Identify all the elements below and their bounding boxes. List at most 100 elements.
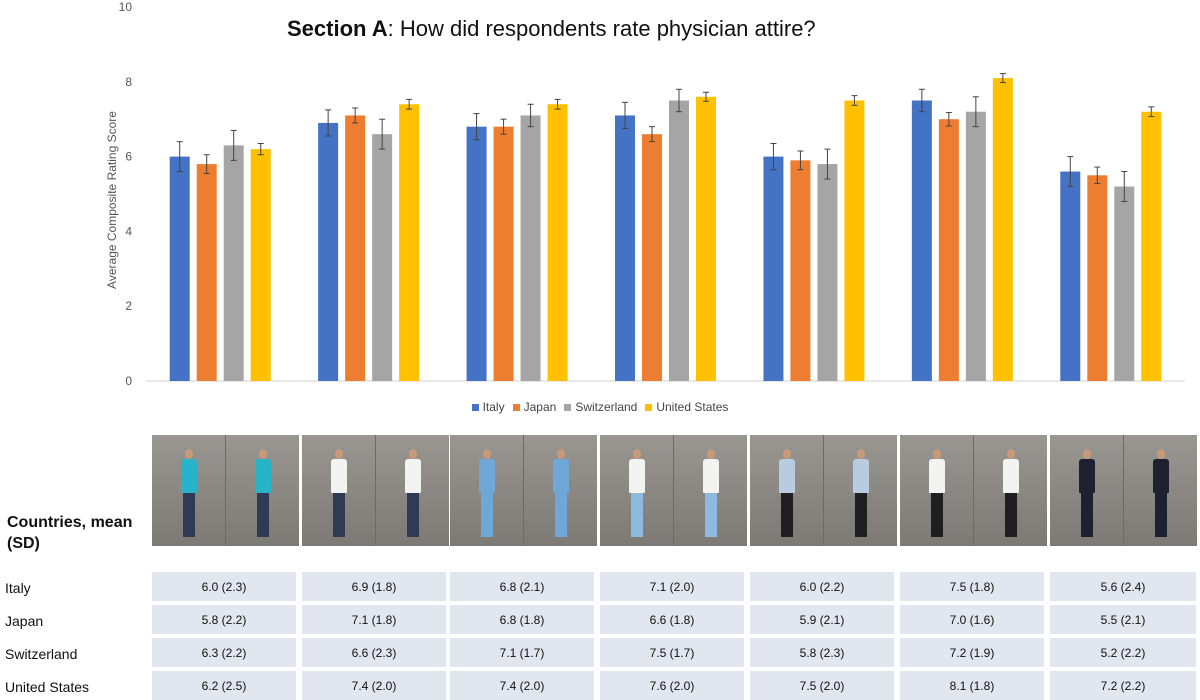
table-header: Countries, mean (SD)	[7, 514, 133, 552]
table-row: Japan 5.8 (2.2) 7.1 (1.8) 6.8 (1.8) 6.6 (1.8…	[0, 603, 1200, 634]
bar-italy	[466, 126, 487, 382]
female-model-figure	[450, 435, 524, 546]
casual-attire-photo	[152, 435, 299, 546]
white-coat-attire-photo	[302, 435, 449, 546]
bar-japan	[938, 119, 959, 381]
white-coat-scrubs-attire-photo	[600, 435, 747, 546]
bar-italy	[318, 122, 339, 381]
legend-entry: Japan	[512, 400, 557, 414]
bar-japan	[790, 160, 811, 381]
bar-italy	[911, 100, 932, 381]
table-cell: 6.0 (2.3)	[152, 572, 296, 601]
bar-united-states	[250, 149, 271, 381]
legend-label: Switzerland	[575, 400, 638, 414]
legend-label: United States	[656, 400, 729, 414]
title-rest: : How did respondents rate physician att…	[387, 16, 816, 41]
male-model-figure	[226, 435, 299, 546]
bar-japan	[642, 134, 662, 381]
bar-japan	[493, 126, 514, 382]
table-cell: 6.0 (2.2)	[750, 572, 894, 601]
male-model-figure	[1124, 435, 1197, 546]
table-row: Italy 6.0 (2.3) 6.9 (1.8) 6.8 (2.1) 7.1 (2.0…	[0, 570, 1200, 601]
row-country-label: Japan	[5, 613, 44, 629]
bar-switzerland	[372, 134, 393, 381]
legend-label: Italy	[482, 400, 505, 414]
male-model-figure	[674, 435, 747, 546]
y-tick-label: 8	[125, 75, 132, 89]
table-cell: 6.3 (2.2)	[152, 638, 296, 667]
table-cell: 7.2 (1.9)	[900, 638, 1044, 667]
table-cell: 7.1 (1.7)	[450, 638, 594, 667]
row-country-label: Italy	[5, 580, 31, 596]
bar-united-states	[696, 96, 716, 381]
y-tick-label: 4	[125, 224, 132, 238]
table-cell: 7.5 (1.7)	[600, 638, 744, 667]
title-bold: Section A	[287, 16, 388, 41]
bar-united-states	[992, 78, 1013, 381]
bar-japan	[345, 115, 366, 382]
table-cell: 7.0 (1.6)	[900, 605, 1044, 634]
male-model-figure	[824, 435, 897, 546]
female-model-figure	[600, 435, 674, 546]
y-axis-label: Average Composite Rating Score	[105, 111, 119, 289]
bar-switzerland	[520, 115, 541, 382]
bar-united-states	[1141, 111, 1162, 381]
table-cell: 5.5 (2.1)	[1050, 605, 1196, 634]
table-cell: 7.5 (2.0)	[750, 671, 894, 700]
bar-switzerland	[817, 164, 838, 381]
female-model-figure	[152, 435, 226, 546]
table-cell: 6.2 (2.5)	[152, 671, 296, 700]
table-cell: 6.8 (2.1)	[450, 572, 594, 601]
business-attire-photo	[750, 435, 897, 546]
legend-swatch	[471, 403, 479, 411]
legend-swatch	[645, 403, 653, 411]
bar-italy	[1060, 171, 1081, 381]
table-cell: 5.2 (2.2)	[1050, 638, 1196, 667]
suit-attire-photo	[1050, 435, 1197, 546]
table-cell: 8.1 (1.8)	[900, 671, 1044, 700]
bar-united-states	[547, 104, 568, 382]
table-cell: 6.6 (2.3)	[302, 638, 446, 667]
female-model-figure	[900, 435, 974, 546]
y-tick-label: 6	[125, 150, 132, 164]
legend-entry: United States	[645, 400, 728, 414]
bar-switzerland	[669, 100, 689, 381]
scrubs-attire-photo	[450, 435, 597, 546]
table-cell: 7.4 (2.0)	[450, 671, 594, 700]
bar-switzerland	[965, 111, 986, 381]
bar-united-states	[399, 104, 420, 382]
bar-united-states	[844, 100, 865, 381]
bar-switzerland	[1114, 186, 1135, 381]
table-cell: 7.5 (1.8)	[900, 572, 1044, 601]
female-model-figure	[1050, 435, 1124, 546]
legend-entry: Italy	[471, 400, 505, 414]
bar-italy	[169, 156, 190, 381]
female-model-figure	[750, 435, 824, 546]
bar-chart: 0 2 4 6 8 10	[119, 0, 1185, 388]
table-cell: 7.4 (2.0)	[302, 671, 446, 700]
row-country-label: Switzerland	[5, 646, 78, 662]
male-model-figure	[974, 435, 1047, 546]
y-tick-label: 0	[125, 374, 132, 388]
y-tick-label: 10	[119, 0, 133, 14]
table-row: United States 6.2 (2.5) 7.4 (2.0) 7.4 (2.0)…	[0, 669, 1200, 700]
legend-swatch	[564, 403, 572, 411]
bar-japan	[196, 164, 217, 381]
bar-italy	[763, 156, 784, 381]
table-cell: 7.1 (1.8)	[302, 605, 446, 634]
table-cell: 6.8 (1.8)	[450, 605, 594, 634]
legend-label: Japan	[523, 400, 557, 414]
chart-legend: Italy Japan Switzerland United States	[0, 400, 1200, 414]
legend-entry: Switzerland	[564, 400, 637, 414]
table-cell: 5.8 (2.2)	[152, 605, 296, 634]
row-country-label: United States	[5, 679, 90, 695]
table-cell: 5.8 (2.3)	[750, 638, 894, 667]
female-model-figure	[302, 435, 376, 546]
male-model-figure	[524, 435, 597, 546]
table-cell: 6.9 (1.8)	[302, 572, 446, 601]
table-cell: 7.2 (2.2)	[1050, 671, 1196, 700]
table-cell: 6.6 (1.8)	[600, 605, 744, 634]
male-model-figure	[376, 435, 449, 546]
table-cell: 5.6 (2.4)	[1050, 572, 1196, 601]
chart-title: Section A: How did respondents rate phys…	[287, 16, 816, 42]
